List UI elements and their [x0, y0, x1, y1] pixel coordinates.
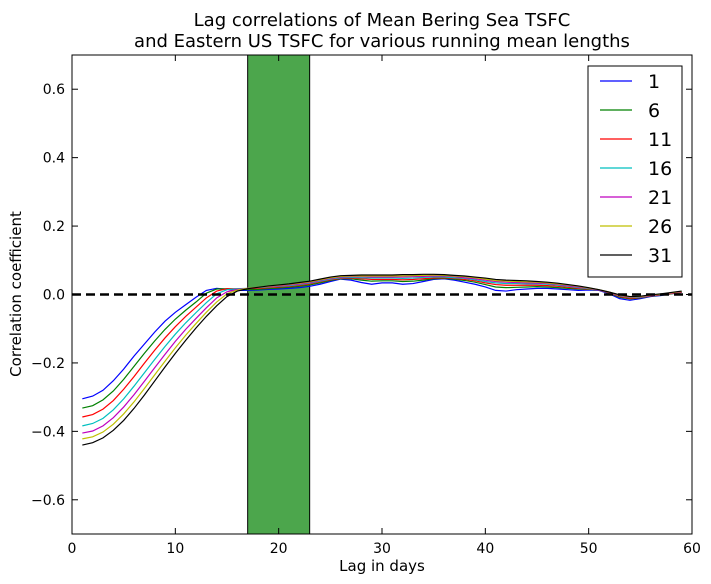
y-axis-label: Correlation coefficient	[7, 211, 25, 377]
legend-label-31: 31	[648, 245, 672, 267]
x-tick-label: 20	[270, 541, 288, 557]
series-line-31	[82, 273, 682, 446]
y-tick-label: −0.2	[31, 356, 65, 372]
chart-title-line-1: Lag correlations of Mean Bering Sea TSFC	[194, 10, 571, 31]
legend-label-26: 26	[648, 216, 672, 238]
legend-box	[587, 65, 683, 278]
x-tick-label: 0	[68, 541, 77, 557]
x-tick-label: 10	[166, 541, 184, 557]
chart-title-line-2: and Eastern US TSFC for various running …	[134, 31, 630, 52]
y-tick-label: 0.0	[43, 288, 65, 304]
x-tick-label: 50	[580, 541, 598, 557]
series-line-21	[82, 275, 682, 434]
series-line-11	[82, 277, 682, 418]
legend-label-1: 1	[648, 71, 660, 93]
legend-label-6: 6	[648, 100, 660, 122]
y-tick-label: 0.4	[43, 151, 65, 167]
series-line-6	[82, 277, 682, 409]
series-line-1	[82, 278, 682, 400]
x-tick-label: 30	[373, 541, 391, 557]
legend-label-11: 11	[648, 129, 672, 151]
x-tick-label: 40	[476, 541, 494, 557]
y-tick-label: −0.4	[31, 424, 65, 440]
legend-label-21: 21	[648, 187, 672, 209]
x-tick-label: 60	[683, 541, 701, 557]
legend-label-16: 16	[648, 158, 672, 180]
x-axis-label: Lag in days	[339, 557, 425, 575]
y-tick-label: −0.6	[31, 493, 65, 509]
y-tick-label: 0.6	[43, 82, 65, 98]
y-tick-label: 0.2	[43, 219, 65, 235]
